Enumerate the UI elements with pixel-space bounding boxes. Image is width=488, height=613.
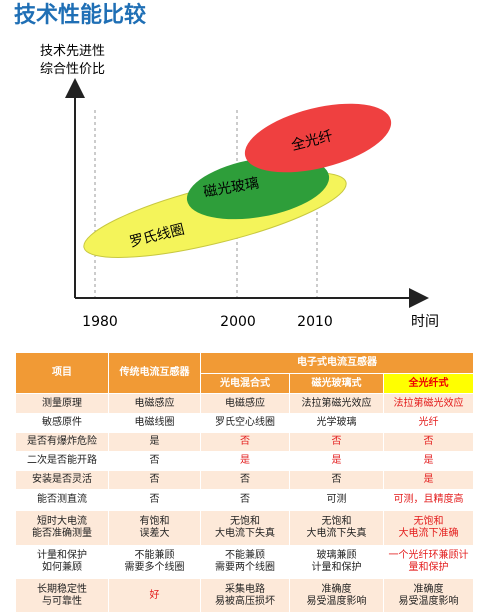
x-axis-label: 时间: [411, 314, 439, 330]
cell: 有饱和 误差大: [108, 510, 201, 546]
y-axis-label: 技术先进性: [40, 44, 105, 59]
row-label: 计量和保护 如何兼顾: [15, 545, 109, 579]
table-row: 安装是否灵活否否否是: [15, 470, 474, 490]
header-row: 项目 传统电流互感器 电子式电流互感器: [15, 352, 474, 394]
header-cell: 磁光玻璃式: [289, 373, 384, 394]
row-label: 二次是否能开路: [15, 451, 109, 471]
cell: 罗氏空心线圈: [200, 413, 290, 433]
table-row: 测量原理 电磁感应 电磁感应 法拉第磁光效应 法拉第磁光效应: [15, 393, 474, 414]
cell: 电磁感应: [108, 393, 201, 414]
header-cell: 项目: [15, 352, 109, 394]
cell: 无饱和 大电流下失真: [289, 510, 384, 546]
cell: 否: [108, 470, 201, 490]
cell: 好: [108, 578, 201, 613]
cell: 电磁感应: [200, 393, 290, 414]
row-label: 是否有爆炸危险: [15, 432, 109, 452]
cell: 否: [289, 432, 384, 452]
y-axis-label: 综合性价比: [40, 62, 105, 77]
row-label: 测量原理: [15, 393, 109, 414]
table-row: 短时大电流 能否准确测量 有饱和 误差大 无饱和 大电流下失真 无饱和 大电流下失真无…: [15, 510, 474, 546]
header-row: 光电混合式 磁光玻璃式 全光纤式: [16, 373, 474, 394]
cell: 否: [108, 451, 201, 471]
cell: 准确度 易受温度影响: [383, 578, 474, 613]
table-row: 是否有爆炸危险是否否否: [15, 432, 474, 452]
header-cell: 光电混合式: [200, 373, 290, 394]
year: 2010: [297, 314, 333, 330]
header-cell: 电子式电流互感器: [200, 352, 474, 374]
table-row: 二次是否能开路否是是是: [15, 451, 474, 471]
cell: 无饱和 大电流下准确: [383, 510, 474, 546]
header-cell: 传统电流互感器: [108, 352, 201, 394]
cell: 无饱和 大电流下失真: [200, 510, 290, 546]
cell: 是: [200, 451, 290, 471]
table-row: 敏感原件 电磁线圈 罗氏空心线圈 光学玻璃 光纤: [15, 413, 474, 433]
cell: 是: [108, 432, 201, 452]
cell: 不能兼顾 需要两个线圈: [200, 545, 290, 579]
cell: 否: [200, 489, 290, 511]
cell: 一个光纤环兼顾计 量和保护: [383, 545, 474, 579]
cell: 否: [383, 432, 474, 452]
cell: 否: [108, 489, 201, 511]
table: 项目 传统电流互感器 电子式电流互感器 光电混合式 磁光玻璃式 全光纤式 测量原…: [15, 352, 474, 613]
row-label: 长期稳定性 与可靠性: [15, 578, 109, 613]
ellipse: [186, 156, 330, 220]
diagram: 技术性能比较 技术先进性 综合性价比 罗氏线圈 磁光玻璃 全光纤 1980 20…: [14, 2, 439, 330]
cell: 准确度 易受温度影响: [289, 578, 384, 613]
cell: 否: [289, 470, 384, 490]
cell: 法拉第磁光效应: [383, 393, 474, 414]
year: 2000: [220, 314, 256, 330]
table-row: 长期稳定性 与可靠性好采集电路 易被高压损坏 准确度 易受温度影响 准确度 易受温度…: [15, 578, 474, 613]
row-label: 短时大电流 能否准确测量: [15, 510, 109, 546]
header-cell: 全光纤式: [383, 373, 474, 394]
cell: 是: [383, 451, 474, 471]
row-label: 敏感原件: [15, 413, 109, 433]
cell: 光纤: [383, 413, 474, 433]
cell: 否: [200, 432, 290, 452]
cell: 电磁线圈: [108, 413, 201, 433]
cell: 可测: [289, 489, 384, 511]
title: 技术性能比较: [14, 2, 146, 28]
ellipse: [244, 103, 392, 173]
table-row: 能否测直流否否可测 可测，且精度高: [15, 489, 474, 511]
cell: 是: [383, 470, 474, 490]
cell: 否: [200, 470, 290, 490]
cell: 不能兼顾 需要多个线圈: [108, 545, 201, 579]
cell: 光学玻璃: [289, 413, 384, 433]
row-label: 能否测直流: [15, 489, 109, 511]
table-row: 计量和保护 如何兼顾 不能兼顾 需要多个线圈 不能兼顾 需要两个线圈 玻璃兼顾 计量和…: [15, 545, 474, 579]
cell: 是: [289, 451, 384, 471]
cell: 玻璃兼顾 计量和保护: [289, 545, 384, 579]
row-label: 安装是否灵活: [15, 470, 109, 490]
year: 1980: [82, 314, 118, 330]
cell: 法拉第磁光效应: [289, 393, 384, 414]
cell: 可测，且精度高: [383, 489, 474, 511]
cell: 采集电路 易被高压损坏: [200, 578, 290, 613]
